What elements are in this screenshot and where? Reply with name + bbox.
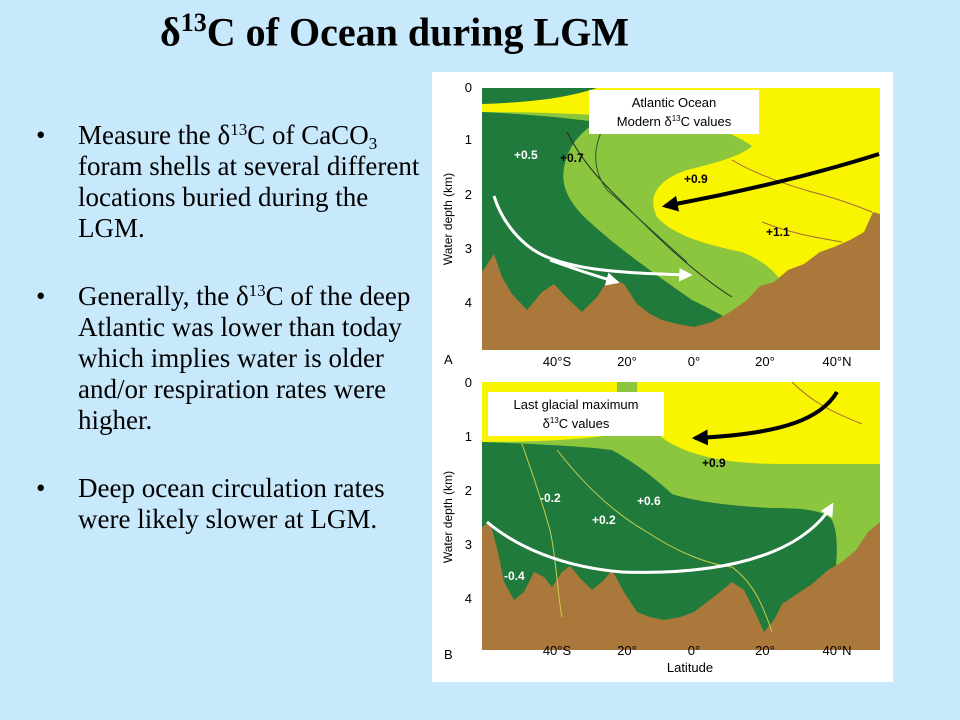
bullet-dot: • (36, 473, 46, 503)
latitude-tick: 40°S (543, 643, 572, 658)
depth-tick: 0 (465, 375, 472, 390)
latitude-tick: 20° (755, 354, 775, 369)
panel-b-label: +0.2 (592, 513, 616, 527)
latitude-tick: 20° (617, 354, 637, 369)
latitude-tick: 20° (617, 643, 637, 658)
panel-b-x-axis-label: Latitude (667, 660, 713, 675)
bullet-item: • Generally, the δ13C of the deep Atlanti… (36, 281, 411, 435)
panel-b-label: +0.6 (637, 494, 661, 508)
panel-b-latitude-ticks: 40°S 20° 0° 20° 40°N (543, 643, 852, 658)
depth-tick: 3 (465, 241, 472, 256)
panel-b-letter: B (444, 647, 453, 662)
panel-b-depth-ticks: 0 1 2 3 4 (465, 375, 472, 606)
panel-b-label: -0.4 (504, 569, 525, 583)
panel-b-label: +0.9 (702, 456, 726, 470)
panel-a-sediment (482, 212, 880, 350)
depth-tick: 2 (465, 483, 472, 498)
panel-b-sediment (482, 522, 880, 650)
panel-a-letter: A (444, 352, 453, 367)
latitude-tick: 0° (688, 643, 700, 658)
panel-a-black-arrow (661, 152, 880, 212)
bullet-item: • Measure the δ13C of CaCO3 foram shells … (36, 120, 420, 243)
panel-a-label: +0.5 (514, 148, 538, 162)
panel-b-y-axis-label: Water depth (km) (441, 471, 455, 563)
slide-title: δ13C of Ocean during LGM (160, 8, 629, 55)
depth-tick: 3 (465, 537, 472, 552)
panel-b-legend-line2: δ13C values (543, 416, 610, 431)
depth-tick: 4 (465, 591, 472, 606)
panel-a-legend-line2: Modern δ13C values (617, 114, 732, 129)
latitude-tick: 40°N (822, 354, 851, 369)
latitude-tick: 40°S (543, 354, 572, 369)
bullet-list: • Measure the δ13C of CaCO3 foram shells … (36, 120, 426, 572)
panel-b-label: -0.2 (540, 491, 561, 505)
panel-a-label: +0.7 (560, 151, 584, 165)
panel-b-white-arrow (486, 502, 834, 574)
panel-a-y-axis-label: Water depth (km) (441, 173, 455, 265)
panel-b-legend-line1: Last glacial maximum (514, 397, 639, 412)
bullet-dot: • (36, 281, 46, 311)
latitude-tick: 0° (688, 354, 700, 369)
panel-a-depth-ticks: 0 1 2 3 4 (465, 80, 472, 310)
bullet-item: • Deep ocean circulation rates were likel… (36, 473, 385, 534)
ocean-d13c-figure: Atlantic Ocean Modern δ13C values +0.5 +… (432, 72, 893, 682)
panel-a-white-arrow-branch (549, 258, 620, 286)
panel-a-isolines (566, 129, 873, 298)
depth-tick: 4 (465, 295, 472, 310)
depth-tick: 1 (465, 429, 472, 444)
latitude-tick: 20° (755, 643, 775, 658)
depth-tick: 2 (465, 187, 472, 202)
panel-a: Atlantic Ocean Modern δ13C values +0.5 +… (441, 80, 880, 369)
panel-b-legend: Last glacial maximum δ13C values (488, 392, 664, 436)
panel-a-label: +0.9 (684, 172, 708, 186)
panel-a-white-arrow (492, 195, 693, 282)
panel-a-surface-band (482, 88, 597, 104)
bullet-dot: • (36, 120, 46, 150)
panel-b-black-arrow (691, 390, 839, 446)
latitude-tick: 40°N (822, 643, 851, 658)
panel-a-latitude-ticks: 40°S 20° 0° 20° 40°N (543, 354, 852, 369)
panel-a-legend-line1: Atlantic Ocean (632, 95, 717, 110)
panel-b: Last glacial maximum δ13C values +0.9 -0… (441, 375, 880, 675)
panel-a-legend: Atlantic Ocean Modern δ13C values (589, 90, 759, 134)
depth-tick: 0 (465, 80, 472, 95)
panel-a-label: +1.1 (766, 225, 790, 239)
depth-tick: 1 (465, 132, 472, 147)
